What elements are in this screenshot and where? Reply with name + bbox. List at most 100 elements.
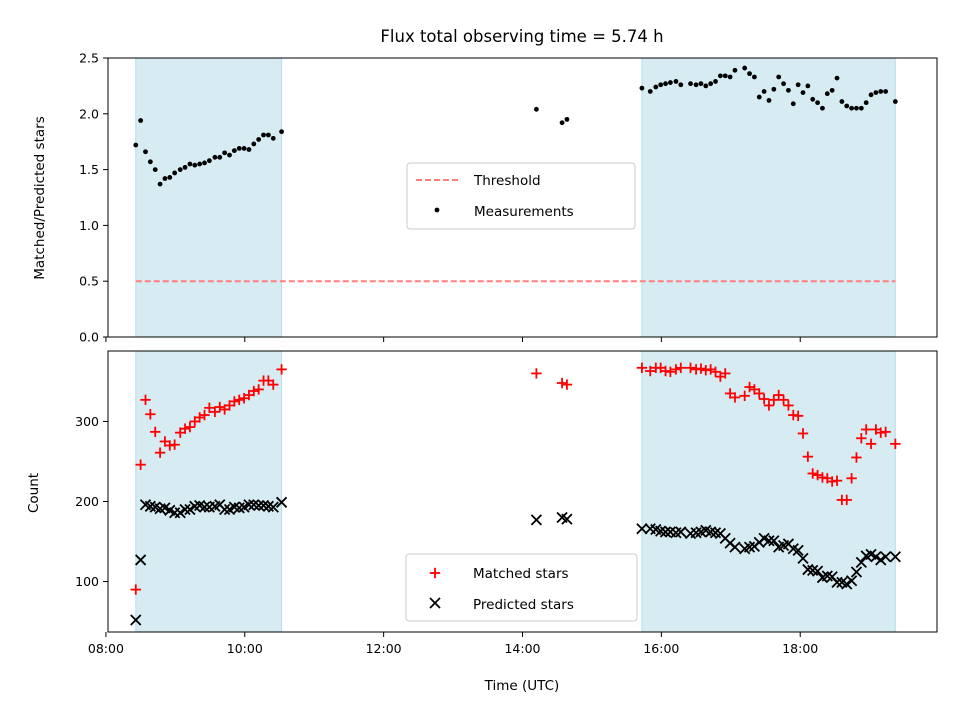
matched-star-point-13 [194,412,205,423]
measurement-point-69 [829,87,835,93]
predicted-star-point-29 [275,496,288,508]
measurement-point-43 [698,81,704,87]
measurement-point-6 [162,176,168,181]
bot-x-tick-label-0: 08:00 [88,641,124,656]
matched-star-point-75 [856,433,867,444]
predicted-star-point-56 [763,535,775,547]
measurement-point-1 [138,118,144,123]
predicted-star-point-10 [179,503,191,516]
measurement-point-18 [222,150,228,156]
matched-star-point-70 [831,475,843,486]
predicted-star-point-73 [845,575,858,587]
measurement-point-72 [844,103,850,109]
predicted-star-point-62 [792,544,804,556]
measurement-point-16 [212,154,218,160]
matched-star-point-5 [154,447,166,458]
bottom-y-axis: 100 200 300 [75,414,108,589]
measurement-point-71 [839,99,845,104]
measurement-point-2 [143,149,148,155]
measurement-point-73 [849,105,855,111]
bottom-shaded-intervals [135,350,896,633]
predicted-star-point-50 [729,541,741,553]
top-panel: 0.0 0.5 1.0 1.5 2.0 2.5 Matched/Predicted sta… [32,51,938,345]
measurement-point-57 [771,86,777,92]
predicted-stars-points [130,496,901,626]
matched-star-point-10 [179,423,191,434]
predicted-star-point-81 [889,551,901,563]
measurement-point-56 [766,98,772,103]
legend-measurements-swatch [434,207,440,213]
measurement-point-66 [815,100,820,106]
predicted-star-point-80 [879,551,892,563]
matched-star-point-56 [763,400,775,411]
predicted-star-point-23 [243,499,255,511]
top-y-axis: 0.0 0.5 1.0 1.5 2.0 2.5 [79,51,108,345]
bot-y-tick-label-2: 300 [75,414,99,429]
matched-star-point-38 [665,366,676,378]
matched-star-point-29 [276,364,287,375]
predicted-star-point-11 [184,503,196,516]
measurement-point-21 [236,145,242,151]
predicted-star-point-57 [768,535,780,547]
measurement-point-4 [152,167,158,173]
measurement-point-27 [265,132,271,138]
measurement-point-8 [172,170,178,176]
measurement-point-37 [663,81,668,87]
matched-star-point-55 [758,393,770,405]
measurement-point-19 [227,152,232,158]
measurement-point-30 [533,106,539,112]
measurement-point-61 [790,101,796,107]
matched-star-point-66 [812,469,823,481]
bot-x-tick-label-4: 16:00 [643,641,679,656]
top-y-tick-label-4: 2.0 [79,106,99,121]
matched-star-point-28 [268,379,279,390]
bot-y-tick-label-0: 100 [75,574,99,589]
matched-stars-points [130,362,901,595]
matched-star-point-33 [636,362,648,374]
matched-star-point-8 [169,439,180,450]
legend-measurements-label: Measurements [474,204,574,220]
predicted-star-point-28 [267,501,279,513]
legend-threshold-label: Threshold [473,173,541,189]
measurement-point-47 [717,73,723,79]
predicted-star-point-30 [530,514,543,526]
matched-star-point-24 [248,385,260,397]
measurement-point-48 [722,73,728,79]
bot-shaded-interval-0 [135,350,283,633]
top-shaded-intervals [135,57,896,338]
matched-star-point-25 [253,384,264,395]
measurement-point-81 [892,99,898,104]
measurement-point-60 [786,87,791,93]
measurement-point-22 [241,145,247,151]
predicted-star-point-14 [198,501,211,513]
predicted-star-point-25 [253,499,265,512]
legend-predicted-swatch [429,597,441,609]
predicted-star-point-70 [831,576,843,589]
matched-star-point-40 [675,362,687,374]
measurement-point-17 [217,154,223,160]
bot-x-tick-label-2: 12:00 [366,641,402,656]
matched-star-point-43 [695,363,707,374]
measurement-point-13 [197,161,203,167]
top-y-tick-label-1: 0.5 [79,274,99,289]
top-y-tick-label-0: 0.0 [79,330,99,345]
matched-star-point-41 [685,362,696,374]
matched-star-point-17 [214,401,225,413]
measurement-point-31 [559,120,565,126]
top-y-axis-label: Matched/Predicted stars [32,116,48,279]
top-y-tick-label-2: 1.0 [79,218,99,233]
predicted-star-point-66 [811,565,824,577]
matched-star-point-15 [204,402,215,414]
bot-y-tick-label-1: 200 [75,494,99,509]
matched-star-point-52 [744,381,755,393]
measurement-point-11 [187,161,193,167]
matched-star-point-2 [140,394,151,406]
top-x-axis [105,337,801,342]
matched-star-point-76 [860,424,872,435]
measurement-point-12 [192,162,198,168]
measurement-point-64 [805,83,811,89]
top-legend-box [406,162,636,230]
matched-star-point-0 [130,584,141,595]
measurement-point-24 [251,141,257,147]
matched-star-point-1 [135,459,146,470]
